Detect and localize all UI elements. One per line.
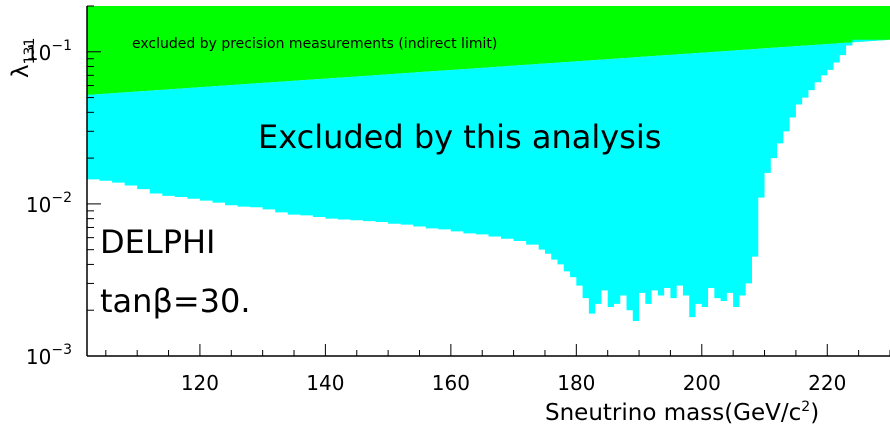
x-axis-title: Sneutrino mass(GeV/c2): [545, 399, 819, 426]
x-axis-ticks: 120 140 160 180 200 220: [105, 344, 890, 395]
x-axis-title-close: ): [810, 400, 819, 426]
x-tick-label: 140: [306, 371, 344, 395]
direct-limit-annotation: Excluded by this analysis: [258, 118, 661, 156]
x-tick-label: 160: [432, 371, 470, 395]
y-tick-label: 10−3: [26, 342, 72, 369]
plot-frame: [86, 6, 890, 357]
y-axis-title-base: λ: [8, 64, 34, 78]
y-axis-ticks: 10−3 10−2 10−1: [26, 5, 101, 369]
indirect-limit-annotation: excluded by precision measurements (indi…: [132, 36, 497, 52]
x-tick-label: 120: [181, 371, 219, 395]
x-axis-title-text: Sneutrino mass(GeV/c: [545, 400, 801, 426]
tanbeta-label: tanβ=30.: [100, 282, 251, 320]
x-tick-label: 180: [557, 371, 595, 395]
y-axis-title-sub: 131: [22, 38, 38, 65]
x-tick-label: 200: [683, 371, 721, 395]
direct-exclusion-region: [87, 39, 890, 321]
x-axis-title-sup: 2: [801, 399, 810, 415]
y-tick-label: 10−2: [26, 190, 72, 217]
x-tick-label: 220: [808, 371, 846, 395]
experiment-label: DELPHI: [100, 223, 215, 261]
y-axis-title: λ131: [8, 38, 38, 78]
y-tick-label: 10−1: [26, 38, 72, 65]
exclusion-regions: [87, 6, 890, 321]
indirect-exclusion-region: [87, 6, 890, 95]
